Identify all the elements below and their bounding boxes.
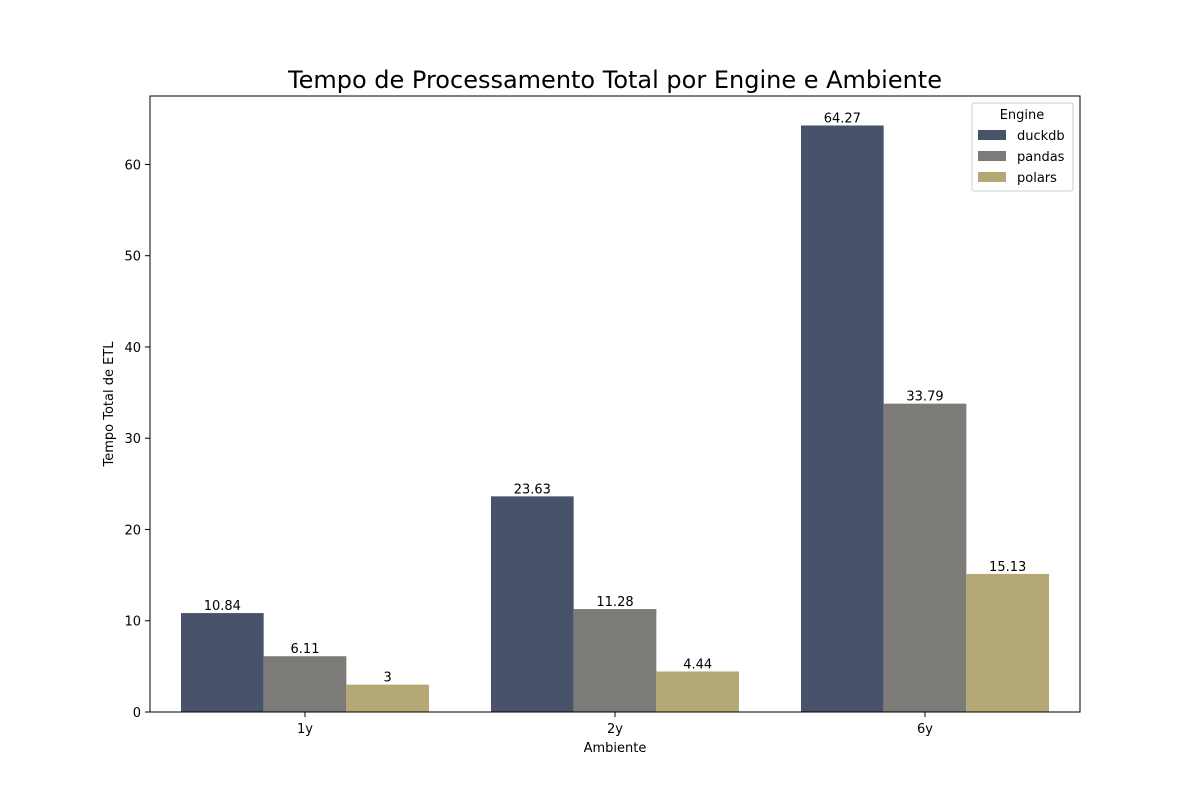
legend-box [971, 102, 1074, 192]
x-axis: 1y 2y 6y [297, 712, 933, 737]
y-tick-label: 10 [124, 615, 141, 630]
bar-polars-2y [656, 671, 739, 712]
x-tick-label: 2y [607, 722, 623, 737]
bar-value-label: 15.13 [989, 560, 1026, 575]
y-tick-label: 0 [133, 706, 141, 721]
bar-value-label: 10.84 [204, 599, 241, 614]
bar-value-label: 3 [384, 671, 392, 686]
legend-label-pandas: pandas [1017, 150, 1065, 165]
legend-label-polars: polars [1017, 171, 1057, 186]
bar-pandas-6y [883, 403, 967, 712]
legend: Engine duckdb pandas polars [971, 102, 1074, 192]
bar-duckdb-2y [491, 496, 574, 712]
plot-area: 10.84 6.11 3 23.63 11.28 4.44 64.27 33.79 15.13 [181, 111, 1049, 712]
bar-pandas-1y [263, 656, 347, 712]
legend-label-duckdb: duckdb [1017, 129, 1065, 144]
bar-value-label: 6.11 [291, 642, 320, 657]
legend-items: duckdb pandas polars [978, 129, 1065, 186]
y-tick-label: 30 [124, 432, 141, 447]
bar-value-label: 33.79 [906, 390, 943, 405]
legend-title: Engine [1000, 108, 1045, 123]
x-tick-label: 6y [917, 722, 933, 737]
bar-polars-6y [966, 573, 1049, 712]
x-tick-label: 1y [297, 722, 313, 737]
bar-value-label: 4.44 [683, 657, 712, 672]
bar-pandas-2y [573, 609, 657, 712]
legend-swatch-pandas [978, 151, 1006, 161]
bar-value-label: 23.63 [514, 482, 551, 497]
legend-swatch-polars [978, 172, 1006, 182]
y-tick-label: 20 [124, 523, 141, 538]
bar-duckdb-1y [181, 613, 264, 712]
bar-value-label: 64.27 [824, 111, 861, 126]
bar-polars-1y [346, 684, 429, 712]
y-axis: 0 10 20 30 40 50 60 [124, 158, 150, 721]
legend-swatch-duckdb [978, 130, 1006, 140]
chart-title: Tempo de Processamento Total por Engine … [287, 66, 942, 94]
y-tick-label: 40 [124, 341, 141, 356]
bar-duckdb-6y [801, 125, 884, 712]
y-tick-label: 50 [124, 250, 141, 265]
x-axis-label: Ambiente [584, 741, 647, 756]
bar-value-label: 11.28 [596, 595, 633, 610]
y-axis-label: Tempo Total de ETL [102, 341, 117, 468]
y-tick-label: 60 [124, 158, 141, 173]
